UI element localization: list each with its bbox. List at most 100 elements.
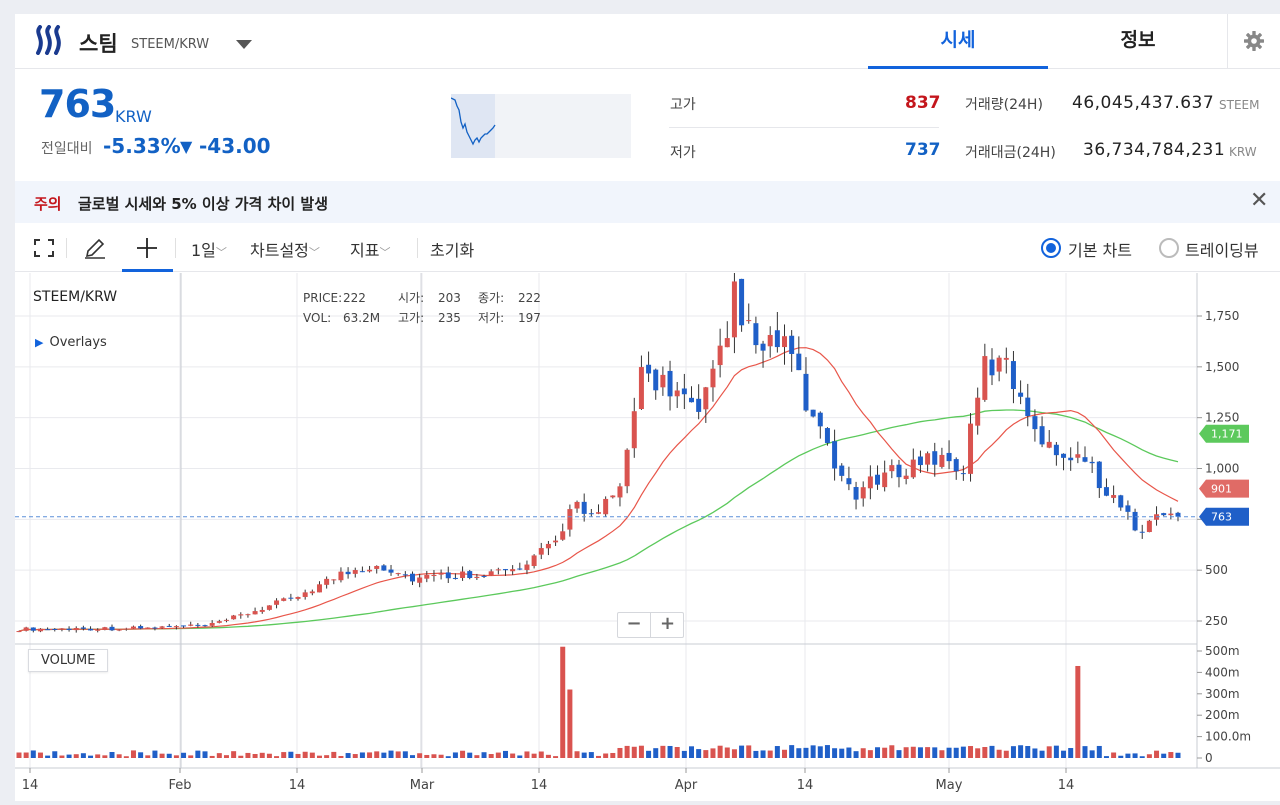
candle-body [474, 576, 480, 579]
volume-bar [80, 753, 86, 758]
coin-select-caret-icon[interactable] [236, 40, 252, 49]
volume-bar [173, 755, 179, 758]
pencil-icon[interactable] [84, 237, 106, 259]
candle-body [717, 345, 723, 366]
period-select[interactable]: 1일﹀ [191, 237, 227, 261]
volume-bar [953, 747, 959, 758]
settings-button[interactable] [1227, 14, 1280, 69]
candle-body [216, 621, 222, 623]
candle-body [452, 577, 458, 579]
volume-bar [624, 745, 630, 758]
candle-body [853, 487, 859, 500]
info-close-value: 222 [518, 291, 541, 305]
toolbar-divider [175, 238, 176, 258]
volume-bar [245, 752, 251, 758]
volume-24h-label: 거래량(24H) [965, 97, 1043, 113]
volume-bar [309, 752, 315, 758]
volume-bar [1118, 755, 1124, 758]
candle-body [646, 364, 652, 374]
candle-body [932, 451, 938, 465]
volume-bar [724, 747, 730, 758]
volume-bar [1146, 754, 1152, 758]
volume-bar [216, 753, 222, 758]
close-icon[interactable]: ✕ [1250, 188, 1269, 213]
time-tick-label: Mar [410, 778, 435, 793]
candle-body [359, 571, 365, 573]
low-value: 737 [905, 140, 941, 160]
candle-body [631, 411, 637, 449]
candle-body [731, 281, 737, 338]
triangle-right-icon: ▶ [35, 336, 44, 349]
basic-chart-label[interactable]: 기본 차트 [1068, 241, 1132, 260]
reset-button[interactable]: 초기화 [430, 241, 475, 260]
candle-body [438, 573, 444, 575]
volume-bar [1168, 752, 1174, 758]
price-tick-label: 250 [1205, 614, 1228, 628]
high-value: 837 [905, 93, 941, 113]
price-chart-area[interactable]: 2505007501,0001,2501,5001,7500100.0m200m… [15, 265, 1280, 801]
volume-bar [617, 747, 623, 758]
candle-body [102, 627, 108, 630]
exchange-panel: 스팀 STEEM/KRW 시세 정보 763 [15, 14, 1280, 801]
candle-body [166, 625, 172, 627]
chart-settings-menu[interactable]: 차트설정﹀ [250, 237, 320, 261]
candle-body [431, 574, 437, 577]
candle-body [88, 628, 94, 631]
candle-body [402, 574, 408, 576]
tradingview-label[interactable]: 트레이딩뷰 [1185, 241, 1259, 260]
candle-body [409, 573, 415, 582]
fullscreen-icon[interactable] [34, 239, 54, 257]
volume-bar [502, 750, 508, 758]
overlays-label: Overlays [49, 335, 107, 350]
indicators-menu[interactable]: 지표﹀ [350, 237, 390, 261]
candle-body [116, 629, 122, 631]
candle-body [1125, 505, 1131, 512]
basic-chart-radio[interactable] [1041, 238, 1061, 258]
time-tick-label: 14 [289, 778, 306, 793]
candle-body [996, 357, 1002, 372]
candle-body [1082, 457, 1088, 462]
volume-bar [739, 745, 745, 758]
volume-bar [467, 752, 473, 758]
volume-bar [166, 753, 172, 758]
tab-info[interactable]: 정보 [1120, 29, 1156, 51]
volume-bar [116, 754, 122, 758]
volume-bar [73, 754, 79, 758]
volume-bar [832, 748, 838, 758]
volume-bar [932, 747, 938, 758]
tab-quote[interactable]: 시세 [868, 14, 1048, 69]
candle-body [1018, 392, 1024, 397]
volume-bar [753, 750, 759, 758]
tradingview-radio[interactable] [1159, 238, 1179, 258]
candle-body [223, 619, 229, 621]
crosshair-icon[interactable] [136, 237, 158, 259]
candle-body [252, 611, 258, 615]
volume-bar [1068, 748, 1074, 758]
volume-bar [1032, 748, 1038, 758]
zoom-in-button[interactable]: + [659, 613, 676, 634]
info-close-label: 종가: [478, 291, 505, 305]
candle-body [209, 622, 215, 626]
volume-bar [903, 747, 909, 758]
volume-bar [910, 746, 916, 758]
candle-body [309, 591, 315, 594]
candle-body [80, 627, 86, 629]
candle-body [159, 626, 165, 628]
volume-bar [424, 754, 430, 758]
candle-body [939, 454, 945, 467]
zoom-out-button[interactable]: − [618, 613, 651, 637]
candle-body [953, 459, 959, 472]
volume-bar [259, 752, 265, 758]
volume-bar [59, 755, 65, 758]
candlestick-chart[interactable]: 2505007501,0001,2501,5001,7500100.0m200m… [15, 265, 1280, 801]
coin-name: 스팀 [79, 32, 118, 56]
chart-settings-label: 차트설정 [250, 241, 309, 260]
candle-body [481, 575, 487, 577]
volume-bar [789, 745, 795, 758]
chevron-down-icon: ﹀ [308, 246, 320, 259]
volume-bar [853, 751, 859, 758]
candle-body [388, 569, 394, 573]
candle-body [975, 397, 981, 426]
ma-short-line [18, 347, 1179, 632]
overlays-toggle[interactable]: ▶ Overlays [35, 335, 107, 350]
